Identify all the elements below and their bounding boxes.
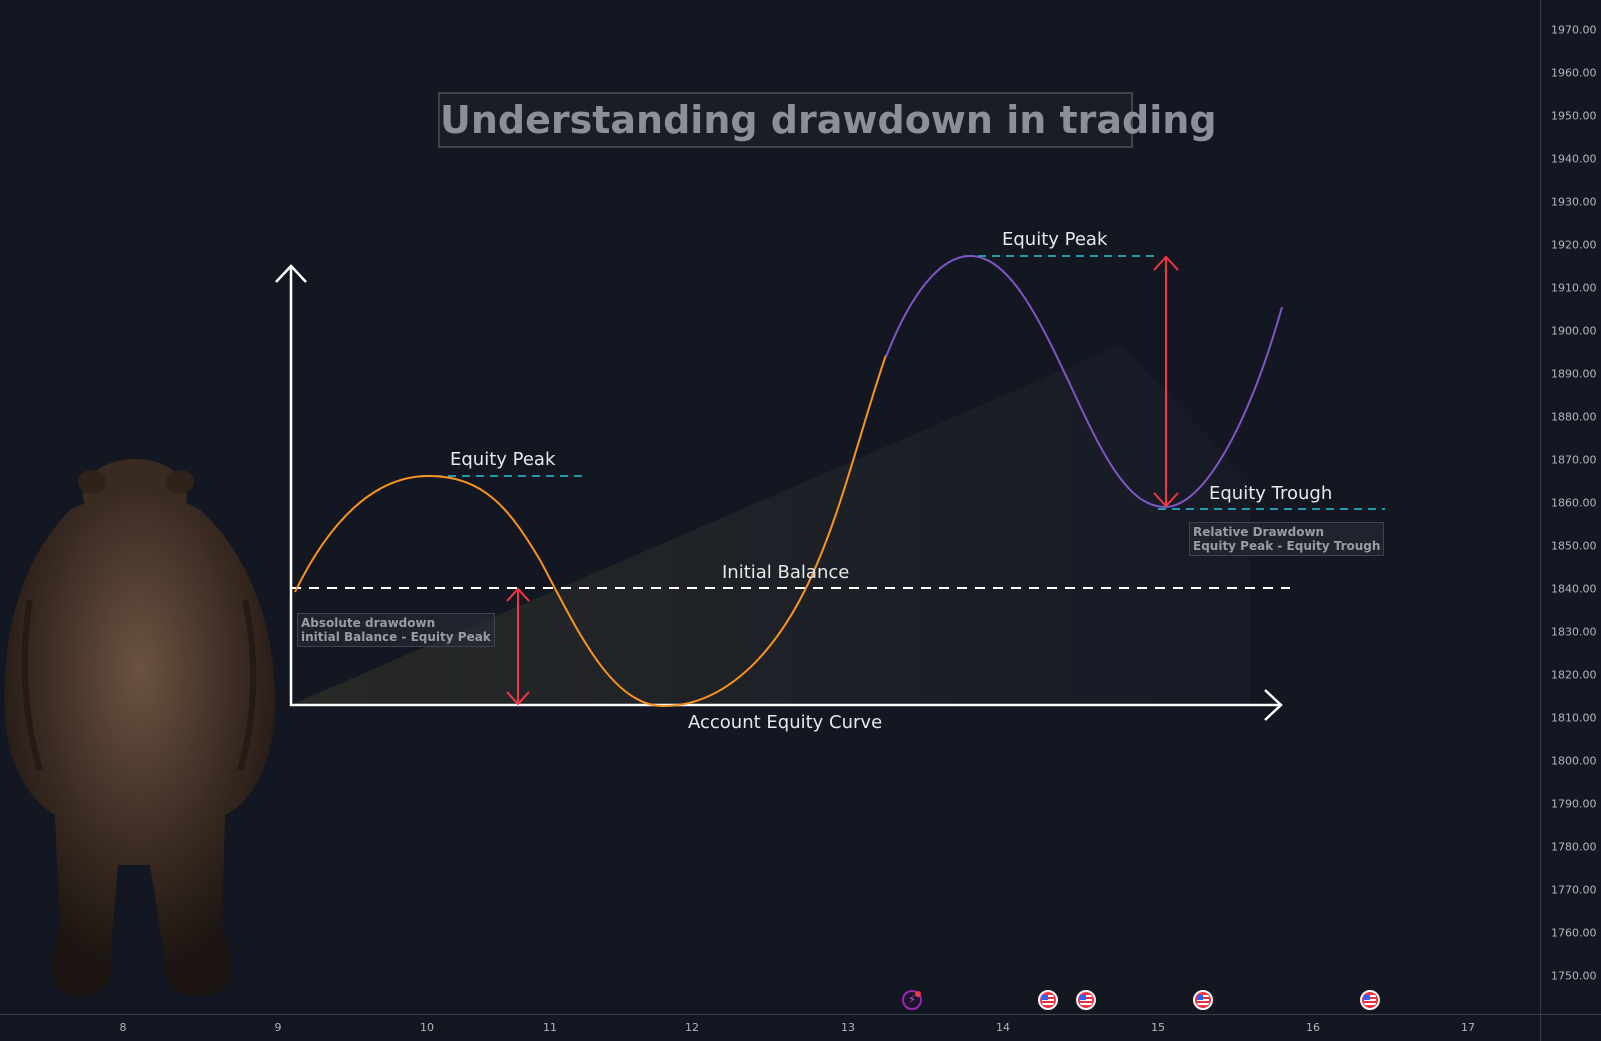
y-axis-arrow bbox=[275, 264, 307, 706]
initial-balance-label[interactable]: Initial Balance bbox=[722, 562, 850, 583]
economic-event-bolt-icon[interactable]: ⚡ bbox=[902, 990, 922, 1010]
absolute-drawdown-note[interactable]: Absolute drawdown initial Balance - Equi… bbox=[297, 613, 495, 647]
price-tick: 1920.00 bbox=[1551, 238, 1597, 252]
price-tick: 1830.00 bbox=[1551, 625, 1597, 639]
notification-dot bbox=[915, 991, 921, 997]
price-tick: 1940.00 bbox=[1551, 152, 1597, 166]
equity-peak-2-label[interactable]: Equity Peak bbox=[1002, 229, 1108, 250]
absolute-drawdown-arrow bbox=[506, 587, 530, 706]
relative-drawdown-note-line1: Relative Drawdown bbox=[1193, 525, 1325, 539]
absolute-drawdown-note-line2: initial Balance - Equity Peak bbox=[301, 630, 491, 644]
time-tick: 16 bbox=[1306, 1021, 1320, 1034]
relative-drawdown-note-line2: Equity Peak - Equity Trough bbox=[1193, 539, 1381, 553]
axis-corner bbox=[1540, 1014, 1601, 1041]
price-tick: 1850.00 bbox=[1551, 539, 1597, 553]
price-tick: 1760.00 bbox=[1551, 926, 1597, 940]
relative-drawdown-arrow bbox=[1153, 255, 1179, 508]
price-tick: 1970.00 bbox=[1551, 23, 1597, 37]
price-tick: 1900.00 bbox=[1551, 324, 1597, 338]
time-tick: 8 bbox=[119, 1021, 127, 1034]
price-tick: 1810.00 bbox=[1551, 711, 1597, 725]
time-tick: 17 bbox=[1461, 1021, 1475, 1034]
equity-trough-label[interactable]: Equity Trough bbox=[1209, 483, 1333, 504]
bear-image bbox=[4, 459, 276, 996]
time-tick: 9 bbox=[274, 1021, 282, 1034]
time-tick: 11 bbox=[543, 1021, 557, 1034]
price-tick: 1880.00 bbox=[1551, 410, 1597, 424]
account-equity-curve-label[interactable]: Account Equity Curve bbox=[688, 712, 883, 733]
us-flag-icon[interactable] bbox=[1076, 990, 1096, 1010]
lightning-icon: ⚡ bbox=[908, 993, 916, 1006]
price-tick: 1930.00 bbox=[1551, 195, 1597, 209]
price-tick: 1840.00 bbox=[1551, 582, 1597, 596]
price-tick: 1770.00 bbox=[1551, 883, 1597, 897]
price-tick: 1960.00 bbox=[1551, 66, 1597, 80]
price-tick: 1950.00 bbox=[1551, 109, 1597, 123]
x-axis-arrow bbox=[290, 689, 1283, 721]
time-tick: 15 bbox=[1151, 1021, 1165, 1034]
price-tick: 1780.00 bbox=[1551, 840, 1597, 854]
price-tick: 1860.00 bbox=[1551, 496, 1597, 510]
equity-peak-1-label[interactable]: Equity Peak bbox=[450, 449, 556, 470]
chart-title-box[interactable]: Understanding drawdown in trading bbox=[438, 92, 1217, 148]
price-tick: 1870.00 bbox=[1551, 453, 1597, 467]
time-tick: 13 bbox=[841, 1021, 855, 1034]
equity-curve-orange bbox=[294, 354, 887, 708]
us-flag-icon[interactable] bbox=[1193, 990, 1213, 1010]
price-tick: 1750.00 bbox=[1551, 969, 1597, 983]
price-tick: 1790.00 bbox=[1551, 797, 1597, 811]
price-tick: 1890.00 bbox=[1551, 367, 1597, 381]
us-flag-icon[interactable] bbox=[1360, 990, 1380, 1010]
price-tick: 1800.00 bbox=[1551, 754, 1597, 768]
time-axis[interactable]: 8 9 10 11 12 13 14 15 16 17 bbox=[0, 1014, 1540, 1041]
time-tick: 12 bbox=[685, 1021, 699, 1034]
trend-wedge-shading bbox=[291, 345, 1250, 705]
price-tick: 1820.00 bbox=[1551, 668, 1597, 682]
time-tick: 14 bbox=[996, 1021, 1010, 1034]
time-tick: 10 bbox=[420, 1021, 434, 1034]
us-flag-icon[interactable] bbox=[1038, 990, 1058, 1010]
price-axis[interactable]: 1970.00 1960.00 1950.00 1940.00 1930.00 … bbox=[1540, 0, 1601, 1014]
relative-drawdown-note[interactable]: Relative Drawdown Equity Peak - Equity T… bbox=[1189, 522, 1385, 556]
price-tick: 1910.00 bbox=[1551, 281, 1597, 295]
equity-curve-purple bbox=[885, 254, 1283, 509]
absolute-drawdown-note-line1: Absolute drawdown bbox=[301, 616, 436, 630]
